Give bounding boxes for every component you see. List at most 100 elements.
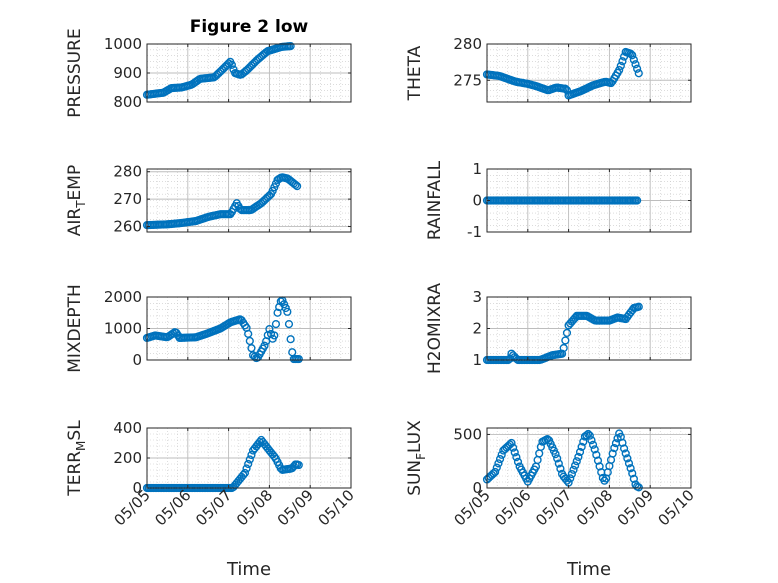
x-axis-label: Time (226, 559, 271, 580)
data-point (286, 335, 295, 344)
y-tick-label: 280 (453, 35, 482, 53)
data-point (623, 454, 632, 463)
data-point (554, 459, 563, 468)
data-point (588, 440, 598, 449)
data-point (509, 443, 518, 452)
data-point (512, 453, 521, 462)
data-point (255, 438, 264, 447)
data-series (482, 429, 643, 492)
data-point (279, 300, 289, 309)
y-tick-label: 0 (132, 351, 142, 369)
data-point (247, 450, 256, 460)
data-point (582, 431, 591, 440)
x-tick-label: 05/09 (614, 486, 657, 529)
y-tick-label: 280 (113, 163, 142, 181)
y-axis-label: MIXDEPTH (65, 284, 85, 373)
y-tick-label: 270 (113, 190, 142, 208)
data-point (571, 461, 580, 470)
y-tick-label: 260 (113, 218, 142, 236)
y-axis-label: RAINFALL (425, 160, 445, 240)
data-point (590, 445, 599, 454)
y-axis-label: AIRTEMP (65, 165, 88, 236)
data-series (142, 42, 295, 99)
x-tick-label: 05/08 (573, 486, 616, 529)
data-point (507, 438, 516, 448)
x-tick-label: 05/10 (315, 486, 358, 529)
y-tick-label: 1 (472, 160, 482, 178)
x-tick-label: 05/08 (233, 486, 276, 529)
data-point (495, 454, 505, 464)
data-point (608, 449, 617, 458)
data-point (281, 303, 290, 313)
data-point (567, 469, 576, 479)
y-tick-label: 200 (113, 449, 142, 467)
data-point (244, 459, 253, 469)
data-point (621, 449, 630, 458)
data-point (615, 65, 624, 75)
data-point (610, 443, 619, 453)
subplot-4: -1 0 1 RAINFALL (425, 160, 692, 241)
y-axis-label: THETA (405, 45, 425, 101)
tick-marks (486, 168, 692, 233)
data-point (283, 307, 292, 316)
x-tick-label: 05/07 (532, 486, 575, 529)
y-tick-label: 275 (453, 71, 482, 89)
data-point (242, 464, 251, 473)
data-point (270, 331, 279, 340)
data-point (491, 467, 500, 477)
y-tick-label: 1 (472, 351, 482, 369)
data-point (626, 49, 635, 58)
data-point (562, 328, 572, 338)
subplot-8: 050005/0505/0605/0705/0805/0905/10TimeSU… (405, 420, 698, 580)
y-tick-label: 2000 (104, 288, 142, 306)
x-tick-label: 05/09 (274, 486, 317, 529)
data-point (566, 474, 575, 483)
data-point (577, 442, 586, 451)
axes-frame (146, 168, 352, 233)
data-point (510, 448, 519, 457)
y-tick-label: 0 (132, 479, 142, 497)
data-point (619, 444, 629, 453)
y-tick-label: -1 (467, 223, 482, 241)
y-tick-label: 0 (472, 479, 482, 497)
data-point (628, 51, 637, 60)
tick-marks (146, 43, 352, 103)
data-point (551, 450, 560, 459)
x-tick-label: 05/07 (192, 486, 235, 529)
x-tick-label: 05/06 (491, 486, 534, 529)
y-tick-label: 800 (113, 93, 142, 111)
data-point (629, 55, 638, 64)
data-point (585, 431, 594, 440)
data-point (561, 336, 570, 345)
data-point (271, 319, 281, 329)
data-point (587, 436, 596, 445)
data-point (629, 474, 638, 483)
y-tick-label: 3 (472, 288, 482, 306)
y-tick-label: 400 (113, 419, 142, 437)
data-point (626, 464, 635, 473)
subplot-7: 020040005/0505/0605/0705/0805/0905/10Tim… (65, 419, 358, 580)
data-point (631, 60, 640, 69)
data-point (618, 57, 627, 66)
tick-marks (486, 428, 692, 489)
x-tick-label: 05/10 (655, 486, 698, 529)
data-series (482, 47, 643, 100)
data-point (616, 61, 625, 70)
y-tick-label: 1000 (104, 320, 142, 338)
y-axis-label: SUNFLUX (405, 420, 428, 496)
y-tick-label: 0 (472, 192, 482, 210)
data-point (633, 196, 642, 205)
y-tick-label: 2 (472, 320, 482, 338)
data-series (482, 196, 642, 205)
data-point (227, 60, 236, 69)
data-point (584, 429, 593, 439)
data-point (556, 464, 565, 473)
y-tick-label: 900 (113, 64, 142, 82)
subplot-6: 1 2 3 H2OMIXRA (425, 283, 692, 374)
data-point (536, 442, 545, 451)
data-point (561, 84, 570, 93)
tick-marks (486, 43, 692, 102)
data-point (628, 469, 637, 478)
data-point (553, 454, 562, 463)
